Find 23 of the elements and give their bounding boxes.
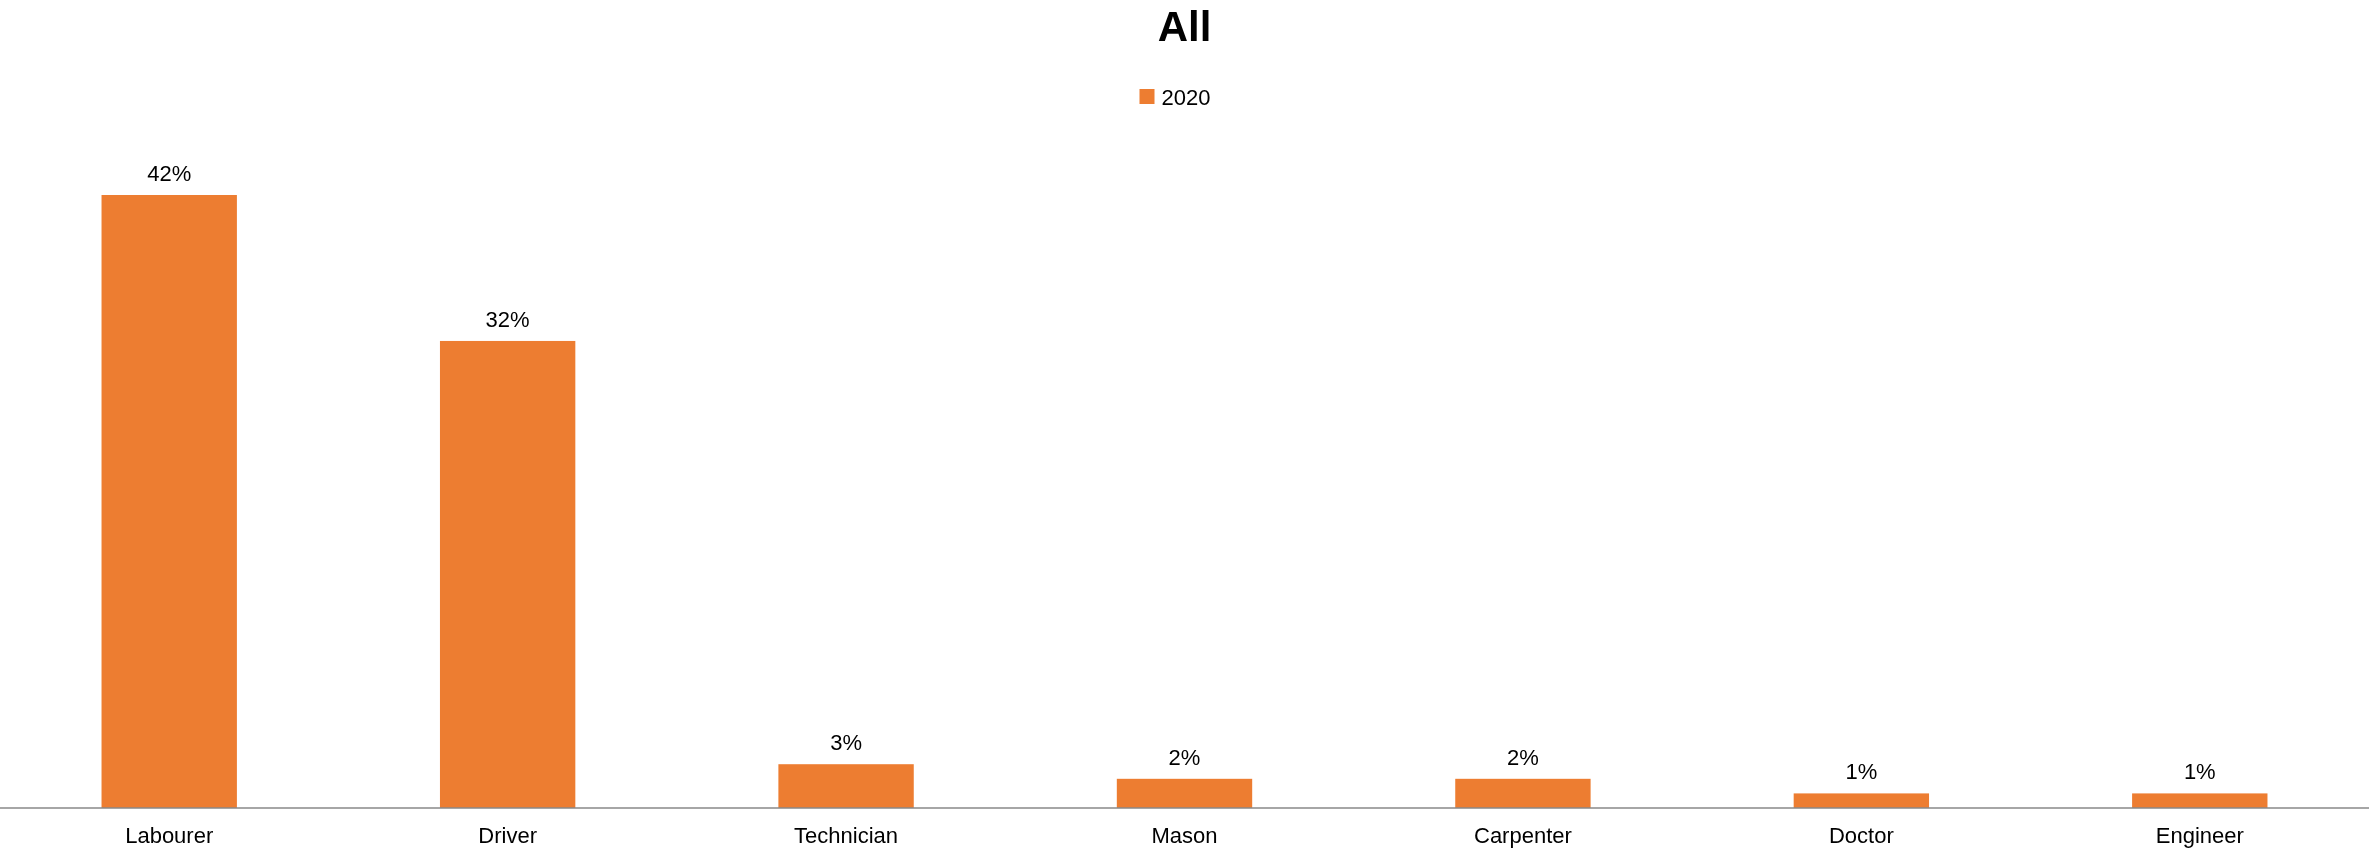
data-label: 42% [147,161,192,186]
data-label: 1% [1845,759,1878,785]
chart-title: All [1157,2,1212,50]
data-label: 2% [1168,744,1201,770]
data-label: 3% [830,730,862,756]
x-tick-label: Mason [1151,823,1218,848]
bar [1455,778,1591,808]
bar [101,195,237,808]
x-tick-label: Engineer [2155,823,2244,848]
x-tick-label: Carpenter [1474,823,1572,848]
x-tick-label: Doctor [1828,823,1894,848]
data-label: 1% [2183,759,2216,785]
data-label: 32% [485,306,530,332]
data-label: 2% [1507,744,1539,770]
bar [2132,793,2268,808]
bar [439,340,576,808]
bar [1793,793,1930,808]
bar [778,764,914,808]
x-tick-label: Technician [794,823,899,848]
legend-label: 2020 [1161,84,1211,110]
x-tick-label: Labourer [125,823,214,848]
x-tick-label: Driver [478,823,537,848]
bar [1116,778,1253,808]
